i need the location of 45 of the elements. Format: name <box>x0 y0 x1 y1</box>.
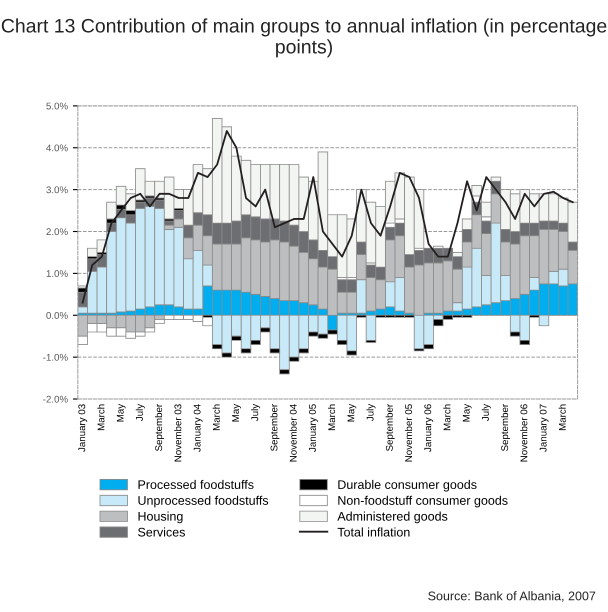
x-tick-label: July <box>366 404 376 422</box>
x-tick-label: July <box>251 404 260 422</box>
x-tick-label: May <box>462 404 472 422</box>
x-tick-label: May <box>232 404 241 422</box>
x-tick-label: July <box>482 404 491 422</box>
x-tick-label: March <box>97 404 104 430</box>
y-tick-label: 2.0% <box>46 228 68 236</box>
x-tick-label: September <box>270 404 280 451</box>
chart-title: Chart 13 Contribution of main groups to annual inflation (in percentage points) <box>2 18 606 58</box>
x-tick-label: November 06 <box>520 404 528 462</box>
legend-label: Durable consumer goods <box>338 480 477 492</box>
x-tick-label: November 05 <box>404 404 412 462</box>
x-tick-label: May <box>348 404 356 422</box>
y-tick-label: 5.0% <box>46 102 68 110</box>
y-tick-label: 4.0% <box>46 144 68 152</box>
x-tick-label: May <box>116 404 126 422</box>
y-tick-label: 3.0% <box>46 186 68 194</box>
y-tick-label: -1.0% <box>43 354 68 361</box>
x-tick-label: September <box>500 404 510 451</box>
y-tick-label: 0.0% <box>46 312 68 319</box>
line-series <box>82 130 574 304</box>
x-tick-label: March <box>558 404 566 430</box>
x-tick-label: September <box>154 404 164 451</box>
x-tick-label: July <box>136 404 145 422</box>
x-tick-label: March <box>328 404 336 430</box>
y-tick-label: -2.0% <box>43 396 68 403</box>
x-tick-label: September <box>386 404 395 451</box>
legend-label: Unprocessed foodstuffs <box>138 496 268 508</box>
x-tick-label: January 03 <box>78 404 88 452</box>
legend-label: Total inflation <box>338 527 410 537</box>
x-tick-label: January 07 <box>540 404 548 452</box>
x-tick-label: March <box>443 404 450 430</box>
legend-label: Housing <box>138 512 183 524</box>
x-tick-label: March <box>212 404 220 430</box>
legend-label: Services <box>138 527 185 537</box>
x-tick-label: January 04 <box>194 404 202 452</box>
x-tick-label: November 04 <box>290 404 297 462</box>
x-tick-label: January 05 <box>309 404 318 452</box>
legend-label: Non-foodstuff consumer goods <box>338 496 508 508</box>
x-tick-label: January 06 <box>424 404 434 452</box>
source-note: Source: Bank of Albania, 2007 <box>428 591 596 602</box>
y-tick-label: 1.0% <box>46 270 68 278</box>
x-tick-label: November 03 <box>174 404 182 462</box>
legend-label: Processed foodstuffs <box>138 480 254 490</box>
legend-label: Administered goods <box>337 512 448 524</box>
